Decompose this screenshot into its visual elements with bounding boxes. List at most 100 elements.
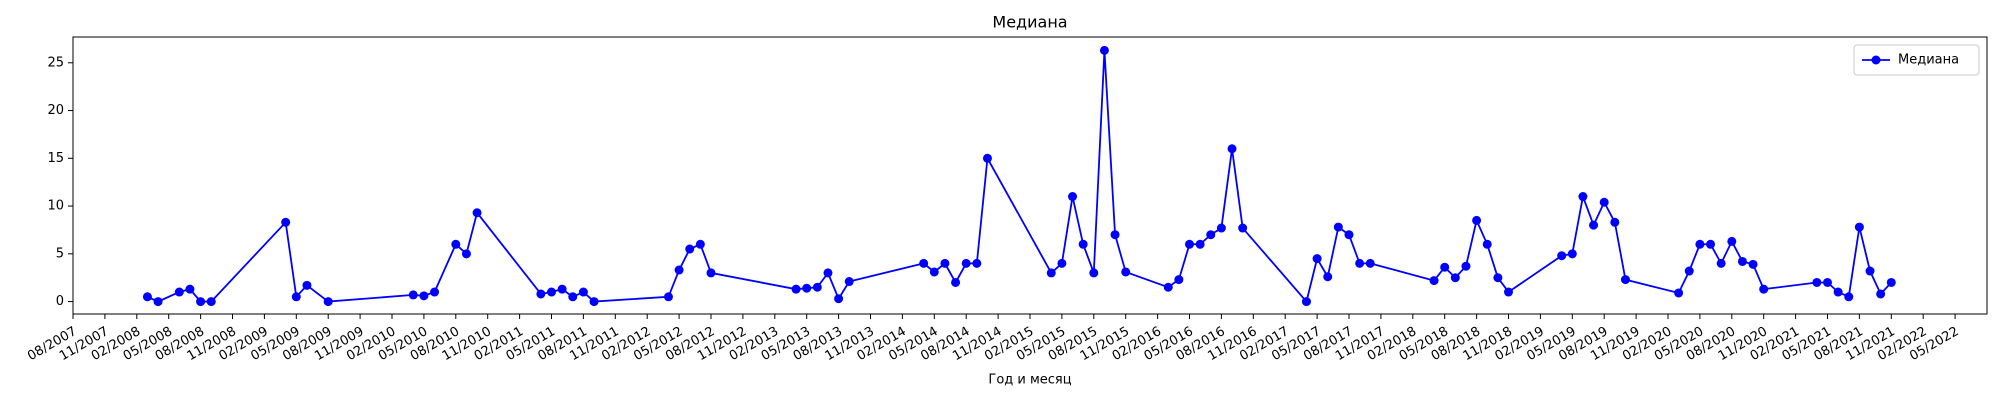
data-point xyxy=(1472,215,1482,225)
chart-title: Медиана xyxy=(992,13,1067,32)
data-point xyxy=(472,208,482,218)
data-point xyxy=(1823,277,1832,287)
data-point xyxy=(929,267,939,277)
data-point xyxy=(1620,275,1630,285)
data-point xyxy=(1429,276,1439,286)
data-point xyxy=(1482,239,1492,249)
data-point xyxy=(185,284,195,294)
data-point xyxy=(1068,192,1078,202)
data-point xyxy=(1599,197,1609,207)
data-point xyxy=(695,239,705,249)
data-point xyxy=(419,291,429,301)
data-point xyxy=(1461,261,1471,271)
data-point xyxy=(1737,256,1747,266)
data-point xyxy=(1759,284,1769,294)
data-point xyxy=(1195,239,1205,249)
data-point xyxy=(408,290,418,300)
data-point xyxy=(1206,230,1216,240)
data-point xyxy=(536,289,546,299)
data-point xyxy=(1312,254,1322,264)
plot-frame xyxy=(72,36,1988,315)
data-point xyxy=(1876,289,1886,299)
data-point xyxy=(1344,230,1354,240)
y-tick-label: 5 xyxy=(56,246,64,261)
data-point xyxy=(823,268,833,278)
data-point xyxy=(1089,268,1099,278)
data-point xyxy=(451,239,461,249)
data-point xyxy=(1450,273,1460,283)
data-point xyxy=(1057,258,1067,268)
data-point xyxy=(153,297,163,307)
data-point xyxy=(1833,287,1843,297)
data-point xyxy=(1355,258,1365,268)
data-point xyxy=(1227,144,1237,154)
y-tick-label: 0 xyxy=(56,294,64,309)
data-point xyxy=(1163,282,1173,292)
legend-box xyxy=(1853,44,1980,76)
data-point xyxy=(568,292,578,302)
data-point xyxy=(1589,220,1599,230)
data-point xyxy=(1121,267,1131,277)
data-point xyxy=(174,287,184,297)
data-point xyxy=(1504,287,1513,297)
data-point xyxy=(1323,272,1333,282)
y-tick-label: 25 xyxy=(47,55,64,70)
data-point xyxy=(1440,262,1450,272)
data-point xyxy=(1812,277,1822,287)
data-point xyxy=(1365,258,1375,268)
data-point xyxy=(1174,275,1184,285)
data-point xyxy=(557,284,567,294)
data-point xyxy=(1684,266,1694,276)
data-point xyxy=(589,297,599,307)
data-point xyxy=(1216,223,1226,233)
data-point xyxy=(1844,292,1854,302)
data-point xyxy=(323,297,333,307)
data-point xyxy=(1610,217,1620,227)
data-point xyxy=(206,297,216,307)
y-tick-label: 10 xyxy=(47,199,64,214)
data-point xyxy=(706,268,716,278)
data-point xyxy=(972,258,982,268)
data-point xyxy=(961,258,971,268)
data-point xyxy=(547,287,556,297)
data-point xyxy=(919,258,929,268)
data-point xyxy=(281,217,291,227)
data-point xyxy=(1578,192,1588,202)
data-point xyxy=(791,284,801,294)
data-point xyxy=(663,292,673,302)
data-point xyxy=(1493,273,1503,283)
data-point xyxy=(802,283,812,293)
data-point xyxy=(674,265,684,275)
data-point xyxy=(1333,222,1343,232)
data-line xyxy=(147,50,1892,304)
legend-marker xyxy=(1871,55,1881,65)
data-point xyxy=(196,297,206,307)
data-point xyxy=(1078,239,1088,249)
data-point xyxy=(1110,230,1120,240)
y-tick-label: 15 xyxy=(47,151,64,166)
data-point xyxy=(302,280,312,290)
data-point xyxy=(578,287,588,297)
data-point xyxy=(1854,222,1864,232)
data-point xyxy=(142,292,152,302)
data-point xyxy=(430,287,440,297)
data-point xyxy=(844,277,854,287)
data-point xyxy=(940,258,950,268)
data-point xyxy=(1238,223,1248,233)
data-point xyxy=(1567,249,1577,259)
data-point xyxy=(685,244,695,254)
x-axis-label: Год и месяц xyxy=(988,373,1071,388)
data-point xyxy=(1748,259,1758,269)
data-point xyxy=(1865,266,1875,276)
data-point xyxy=(1716,258,1726,268)
y-tick-label: 20 xyxy=(47,103,64,118)
legend-label: Медиана xyxy=(1898,53,1959,68)
data-point xyxy=(834,294,844,304)
data-point xyxy=(1099,45,1109,55)
data-point xyxy=(1706,239,1716,249)
data-point xyxy=(1301,297,1311,307)
data-point xyxy=(1557,251,1567,261)
data-point xyxy=(1886,277,1896,287)
data-point xyxy=(812,282,822,292)
